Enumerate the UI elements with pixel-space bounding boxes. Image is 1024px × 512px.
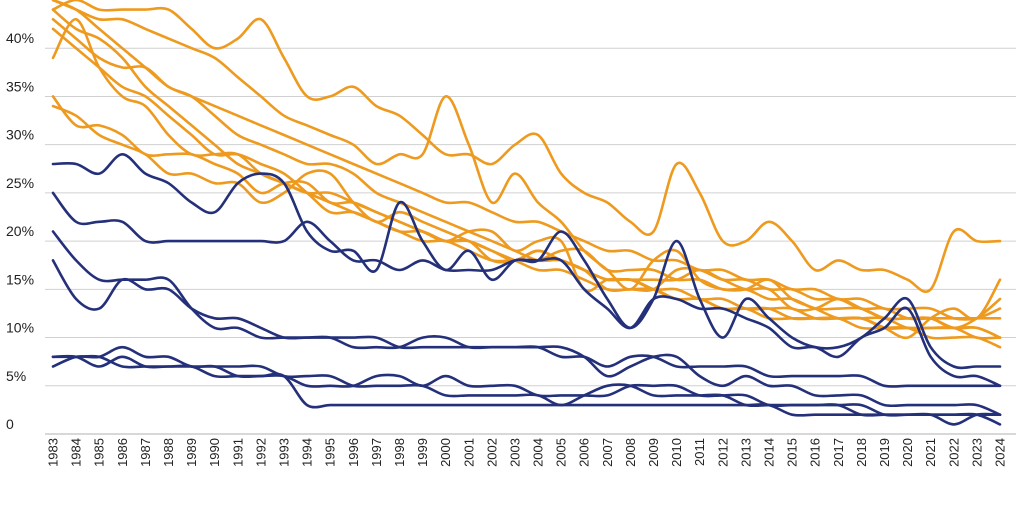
x-tick-label: 2013 [738,438,753,467]
x-axis-ticks: 1983 1984 1985 1986 1987 1988 1989 1990 1991 1992… [46,438,1008,467]
x-tick-label: 1986 [115,438,130,467]
y-tick-label: 15% [6,271,34,287]
x-tick-label: 1996 [346,438,361,467]
x-tick-label: 1989 [184,438,199,467]
x-tick-label: 2006 [577,438,592,467]
series-line-1 [51,0,1002,293]
x-tick-label: 2005 [554,438,569,467]
y-tick-label: 10% [6,320,34,336]
series-line-5 [51,95,1002,330]
x-tick-label: 2010 [669,438,684,467]
x-tick-label: 2012 [715,438,730,467]
series-line-13 [51,230,1002,388]
x-tick-label: 2015 [785,438,800,467]
series-line-2 [51,18,1002,339]
series-line-8 [51,0,1002,321]
x-tick-label: 2024 [993,438,1008,467]
x-tick-label: 1983 [46,438,61,467]
y-tick-label: 40% [6,30,34,46]
series-line-16 [51,354,1002,426]
x-tick-label: 2000 [438,438,453,467]
x-tick-label: 2023 [969,438,984,467]
x-tick-label: 2002 [484,438,499,467]
x-tick-label: 2009 [646,438,661,467]
x-tick-label: 1990 [207,438,222,467]
x-tick-label: 1985 [92,438,107,467]
x-tick-label: 1991 [230,438,245,467]
y-tick-label: 25% [6,175,34,191]
series-line-9 [51,0,1002,340]
x-tick-label: 2020 [900,438,915,467]
x-tick-label: 2008 [623,438,638,467]
x-tick-label: 1999 [415,438,430,467]
x-tick-label: 2014 [762,438,777,467]
x-tick-label: 2003 [507,438,522,467]
x-tick-label: 2001 [461,438,476,467]
x-tick-label: 2011 [692,438,707,466]
series-line-7 [51,8,1002,321]
x-tick-label: 1992 [253,438,268,467]
x-tick-label: 2021 [923,438,938,467]
x-tick-label: 2016 [808,438,823,467]
y-tick-label: 30% [6,127,34,143]
y-axis-ticks: 0 5% 10% 15% 20% 25% 30% 35% 40% [6,30,34,432]
x-tick-label: 1998 [392,438,407,467]
y-tick-label: 5% [6,368,26,384]
x-tick-label: 2018 [854,438,869,467]
x-tick-label: 1995 [323,438,338,467]
x-tick-label: 2004 [531,438,546,467]
x-tick-label: 1993 [276,438,291,467]
series-lines [51,0,1002,426]
series-line-11 [51,191,1002,388]
x-tick-label: 1997 [369,438,384,467]
series-line-10 [51,153,1002,370]
x-tick-label: 1994 [300,438,315,467]
x-tick-label: 2022 [946,438,961,467]
series-line-15 [51,345,1002,426]
y-tick-label: 0 [6,416,14,432]
y-tick-label: 20% [6,223,34,239]
x-tick-label: 2007 [600,438,615,467]
series-line-3 [51,18,1002,340]
x-tick-label: 1984 [69,438,84,467]
x-tick-label: 2019 [877,438,892,467]
x-tick-label: 2017 [831,438,846,467]
y-tick-label: 35% [6,78,34,94]
x-tick-label: 1987 [138,438,153,467]
x-tick-label: 1988 [161,438,176,467]
